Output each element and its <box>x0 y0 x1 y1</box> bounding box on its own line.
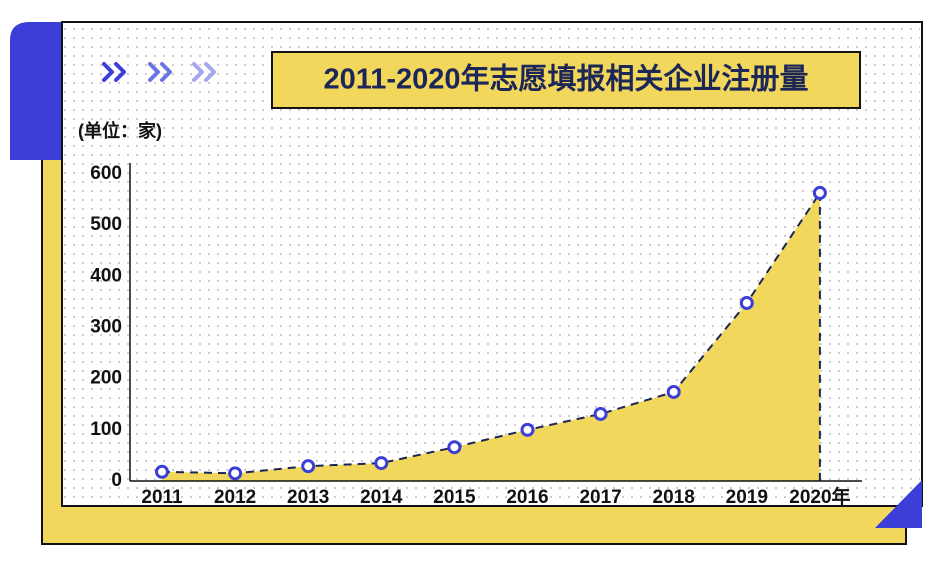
area <box>162 192 820 481</box>
x-tick-label: 2020年 <box>789 485 850 508</box>
arrows <box>102 62 216 82</box>
x-tick-label: 2018 <box>653 487 695 508</box>
marker <box>228 466 243 481</box>
y-tick-label: 100 <box>90 419 122 440</box>
y-tick-label: 200 <box>90 368 122 389</box>
marker <box>812 185 827 200</box>
y-tick-label: 600 <box>90 163 122 184</box>
x-tick-label: 2012 <box>214 487 256 508</box>
y-tick-label: 300 <box>90 317 122 338</box>
marker <box>301 459 316 474</box>
marker <box>374 456 389 471</box>
x-tick-label: 2015 <box>433 487 476 508</box>
y-tick-label: 0 <box>111 470 122 491</box>
line <box>161 192 821 475</box>
x-tick-label: 2011 <box>141 487 183 508</box>
y-tick-label: 400 <box>90 265 122 286</box>
marker <box>593 406 608 421</box>
corner-decoration <box>875 480 922 528</box>
y-axis-label: (单位：家) <box>78 120 162 141</box>
chart-title: 2011-2020年志愿填报相关企业注册量 <box>323 62 808 96</box>
marker <box>739 295 754 310</box>
title-box <box>271 51 861 109</box>
marker <box>447 440 462 455</box>
marker <box>666 384 681 399</box>
x-tick-label: 2013 <box>287 487 329 508</box>
x-tick-label: 2016 <box>506 487 548 508</box>
corner-decoration <box>10 22 62 160</box>
x-tick-label: 2019 <box>726 487 768 508</box>
marker <box>155 464 169 479</box>
x-tick-label: 2017 <box>579 487 621 508</box>
y-tick-label: 500 <box>90 214 122 235</box>
marker <box>520 422 535 437</box>
x-tick-label: 2014 <box>360 487 403 508</box>
